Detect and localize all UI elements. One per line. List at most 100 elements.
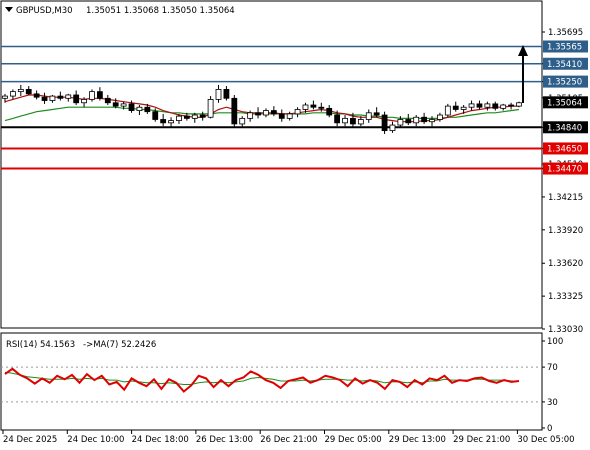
candle-body <box>500 104 507 109</box>
candle-body <box>508 104 514 107</box>
time-tick-label: 26 Dec 21:00 <box>260 435 317 445</box>
candle-body <box>389 124 396 132</box>
candle-body <box>247 112 254 119</box>
candle-body <box>350 117 356 125</box>
candle-body <box>255 112 261 116</box>
candle-body <box>57 95 64 99</box>
rsi-tick-label: 30 <box>547 398 558 408</box>
candle-body <box>81 99 87 104</box>
candle-body <box>310 104 317 108</box>
rsi-ma-label: ->MA(7) 52.2426 <box>83 340 156 350</box>
candle-body <box>89 91 95 100</box>
candle-body <box>41 96 48 101</box>
price-panel <box>0 0 543 329</box>
price-tick-label: 1.33030 <box>548 325 583 335</box>
level-label-box <box>543 121 588 134</box>
candle-body <box>191 114 198 119</box>
time-tick-label: 24 Dec 18:00 <box>132 435 189 445</box>
candle-body <box>17 88 24 93</box>
candle-body <box>104 97 111 104</box>
candle-body <box>96 91 103 99</box>
candle-body <box>168 120 174 124</box>
candle-body <box>365 112 372 120</box>
level-label-box <box>543 75 588 88</box>
candle-body <box>342 117 348 124</box>
price-tick-label: 1.33620 <box>548 259 583 269</box>
candle-body <box>405 119 412 124</box>
candle-body <box>128 103 135 111</box>
candle-body <box>460 106 467 110</box>
level-label: 1.34470 <box>547 165 582 175</box>
candle-body <box>176 115 182 121</box>
candle-body <box>49 95 56 101</box>
level-label: 1.35250 <box>547 78 582 88</box>
level-label: 1.35565 <box>547 42 582 52</box>
candle-body <box>231 97 238 125</box>
ma-slow-series <box>4 106 520 122</box>
up-arrow-icon <box>518 45 528 56</box>
time-tick-label: 30 Dec 05:00 <box>517 435 574 445</box>
candle-body <box>373 112 380 116</box>
price-tick-label: 1.35695 <box>548 28 583 38</box>
candle-body <box>397 119 404 126</box>
candle-body <box>468 103 475 108</box>
time-tick-label: 24 Dec 2025 <box>3 435 57 445</box>
candle-body <box>120 103 127 107</box>
candle-body <box>65 94 72 99</box>
candle-body <box>429 119 435 123</box>
candle-body <box>73 94 80 104</box>
price-tick-label: 1.33920 <box>548 226 583 236</box>
candle-body <box>33 93 40 98</box>
price-tick-label: 1.34215 <box>548 193 583 203</box>
candle-body <box>136 106 143 111</box>
candle-body <box>278 113 285 119</box>
candle-body <box>476 103 483 108</box>
candle-body <box>492 103 499 109</box>
price-tick-label: 1.33325 <box>548 292 583 302</box>
level-label-box <box>543 57 588 70</box>
level-label-box <box>543 142 588 155</box>
candle-body <box>444 105 451 116</box>
candle-body <box>381 114 388 132</box>
chart-title: GBPUSD,M30 <box>16 6 73 16</box>
candle-body <box>2 95 8 99</box>
time-tick-label: 26 Dec 13:00 <box>196 435 253 445</box>
ohlc-readout: 1.35051 1.35068 1.35050 1.35064 <box>86 6 235 16</box>
level-label: 1.34840 <box>547 123 582 133</box>
time-tick-label: 29 Dec 05:00 <box>325 435 382 445</box>
candle-body <box>223 88 230 99</box>
candle-body <box>452 105 459 110</box>
candle-body <box>334 114 341 124</box>
level-label: 1.34650 <box>547 144 582 154</box>
candle-body <box>302 104 309 110</box>
candle-body <box>183 115 190 119</box>
candle-body <box>294 109 301 115</box>
rsi-tick-label: 70 <box>547 363 558 373</box>
candle-body <box>516 102 522 107</box>
level-label-box <box>543 40 588 53</box>
candle-body <box>484 103 491 108</box>
candle-body <box>199 114 206 118</box>
rsi-tick-label: 100 <box>547 337 563 347</box>
candle-body <box>437 114 443 120</box>
candle-body <box>318 106 325 109</box>
collapse-triangle-icon[interactable] <box>5 7 13 12</box>
candle-body <box>207 99 214 118</box>
level-label-box <box>543 96 588 109</box>
candle-body <box>263 110 269 116</box>
level-label: 1.35410 <box>547 60 582 70</box>
candle-body <box>25 88 32 95</box>
time-tick-label: 24 Dec 10:00 <box>67 435 124 445</box>
candle-body <box>239 117 246 125</box>
time-tick-label: 29 Dec 13:00 <box>389 435 446 445</box>
rsi-label: RSI(14) 54.1563 <box>6 340 75 350</box>
candle-body <box>215 88 222 100</box>
candle-body <box>144 106 151 113</box>
candle-body <box>357 119 364 125</box>
candle-body <box>413 116 420 124</box>
rsi-tick-label: 0 <box>547 424 552 434</box>
candle-body <box>326 107 333 116</box>
candle-body <box>270 110 277 115</box>
time-tick-label: 29 Dec 21:00 <box>453 435 510 445</box>
